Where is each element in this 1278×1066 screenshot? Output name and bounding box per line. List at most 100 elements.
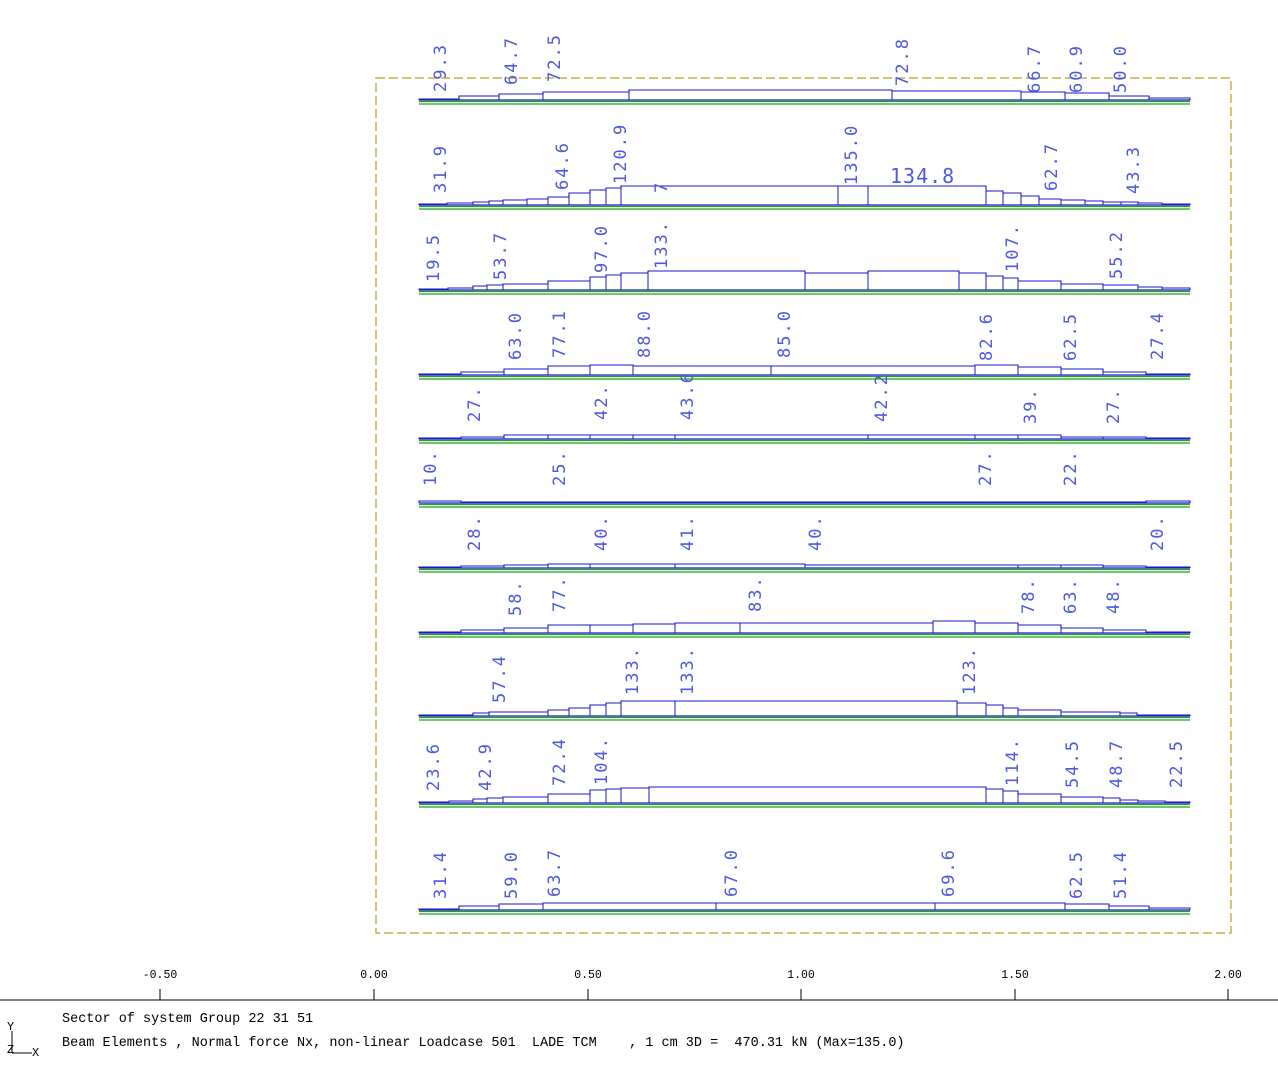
- force-value-label: 50.0: [1111, 44, 1131, 93]
- force-value-label: 107.: [1003, 223, 1023, 272]
- force-value-label: 7: [652, 183, 672, 193]
- force-value-label: 22.5: [1167, 739, 1187, 788]
- force-value-label: 43.6: [678, 371, 698, 420]
- force-diagram-path: [418, 786, 1191, 803]
- force-value-label: 72.4: [550, 737, 570, 786]
- scale-tick-label: 2.00: [1214, 969, 1242, 982]
- force-value-label: 78.: [1019, 577, 1039, 614]
- force-value-label: 63.: [1061, 577, 1081, 614]
- force-value-label: 27.4: [1148, 311, 1168, 360]
- force-value-label: 51.4: [1111, 850, 1131, 899]
- force-value-label: 88.0: [635, 309, 655, 358]
- force-value-label: 77.1: [550, 309, 570, 358]
- force-value-label: 63.0: [506, 311, 526, 360]
- force-value-label: 43.3: [1124, 145, 1144, 194]
- force-value-label: 42.9: [476, 742, 496, 791]
- force-value-label: 135.0: [842, 124, 862, 185]
- force-value-label: 54.5: [1063, 739, 1083, 788]
- force-value-label: 48.: [1104, 577, 1124, 614]
- force-value-label: 31.9: [431, 144, 451, 193]
- scale-tick-label: 0.50: [574, 969, 602, 982]
- force-value-label: 72.8: [893, 37, 913, 86]
- force-value-label: 23.6: [424, 742, 444, 791]
- force-diagram-path: [418, 563, 1191, 568]
- beam-diagrams: [418, 89, 1191, 915]
- force-value-label: 19.5: [424, 233, 444, 282]
- force-value-label: 77.: [550, 575, 570, 612]
- force-value-label: 72.5: [545, 33, 565, 82]
- scale-tick-label: 1.50: [1001, 969, 1029, 982]
- beam-row: [418, 902, 1191, 915]
- force-value-label: 42.: [592, 383, 612, 420]
- axis-x-label: X: [32, 1046, 40, 1060]
- force-value-label: 48.7: [1107, 739, 1127, 788]
- force-value-label: 133.: [623, 646, 643, 695]
- beam-row: [418, 364, 1191, 380]
- force-value-label: 42.2: [872, 373, 892, 422]
- force-value-label: 55.2: [1107, 230, 1127, 279]
- force-value-label: 67.0: [722, 848, 742, 897]
- scale-tick-label: 0.00: [360, 969, 388, 982]
- beam-row: [418, 700, 1191, 721]
- force-value-label: 25.: [550, 449, 570, 486]
- force-value-label: 27.: [465, 385, 485, 422]
- force-diagram-path: [418, 89, 1191, 100]
- force-value-label: 114.: [1003, 737, 1023, 786]
- legend-sector-line: Sector of system Group 22 31 51: [62, 1012, 314, 1027]
- force-value-label: 120.9: [611, 123, 631, 184]
- beam-row: [418, 620, 1191, 638]
- force-diagram-path: [418, 700, 1191, 716]
- force-value-label: 123.: [960, 646, 980, 695]
- force-value-label: 62.7: [1042, 142, 1062, 191]
- force-value-label: 40.: [592, 514, 612, 551]
- beam-row: [418, 563, 1191, 573]
- force-value-label: 58.: [506, 579, 526, 616]
- force-value-label: 63.7: [545, 848, 565, 897]
- section-frame: [375, 77, 1232, 934]
- force-value-label: 64.6: [553, 141, 573, 190]
- force-value-label: 10.: [421, 449, 441, 486]
- force-value-label: 31.4: [431, 850, 451, 899]
- force-value-label: 22.: [1061, 449, 1081, 486]
- scale-tick-label: 1.00: [787, 969, 815, 982]
- force-value-label: 53.7: [491, 231, 511, 280]
- force-value-label: 133.: [652, 220, 672, 269]
- force-value-label: 57.4: [490, 654, 510, 703]
- force-value-label: 62.5: [1061, 312, 1081, 361]
- force-value-label: 60.9: [1067, 44, 1087, 93]
- force-value-label: 39.: [1021, 387, 1041, 424]
- beam-row: [418, 434, 1191, 444]
- force-diagram-path: [418, 434, 1191, 439]
- max-value-label: 134.8: [890, 164, 955, 188]
- force-value-label: 64.7: [502, 36, 522, 85]
- force-value-label: 59.0: [502, 850, 522, 899]
- beam-row: [418, 270, 1191, 295]
- force-value-label: 85.0: [775, 309, 795, 358]
- force-value-label: 40.: [806, 514, 826, 551]
- value-labels: 29.3 64.7 72.5 72.8 66.7 60.9 50.0 31.9 64.6 120.…: [421, 33, 1187, 899]
- force-value-label: 41.: [678, 514, 698, 551]
- force-value-label: 82.6: [977, 312, 997, 361]
- axis-triad-icon: [11, 1031, 32, 1054]
- force-value-label: 133.: [678, 646, 698, 695]
- force-diagram-path: [418, 620, 1191, 633]
- beam-row: [418, 185, 1191, 210]
- beam-row: [418, 786, 1191, 808]
- force-value-label: 29.3: [431, 43, 451, 92]
- force-value-label: 66.7: [1025, 44, 1045, 93]
- force-value-label: 28.: [465, 514, 485, 551]
- force-diagram-path: [418, 185, 1191, 205]
- beam-row: [418, 89, 1191, 105]
- legend-loadcase-line: Beam Elements , Normal force Nx, non-lin…: [62, 1036, 905, 1051]
- force-value-label: 20.: [1148, 514, 1168, 551]
- force-value-label: 97.0: [592, 224, 612, 273]
- beam-row: [418, 500, 1191, 508]
- force-diagram-path: [418, 364, 1191, 375]
- force-value-label: 27.: [1104, 387, 1124, 424]
- force-value-label: 104.: [592, 736, 612, 785]
- force-value-label: 27.: [976, 449, 996, 486]
- force-value-label: 83.: [746, 575, 766, 612]
- axis-z-label: Z: [7, 1043, 15, 1057]
- force-value-label: 69.6: [939, 848, 959, 897]
